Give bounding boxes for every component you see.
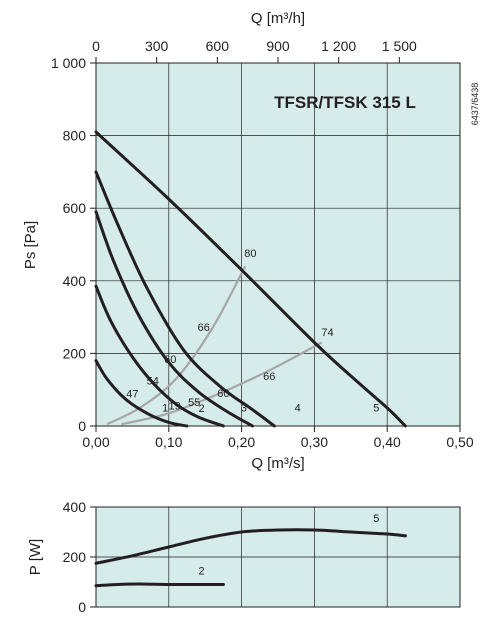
y-tick-label: 600	[63, 200, 87, 216]
x-tick-label: 0,10	[155, 434, 182, 450]
power-curve-5	[94, 528, 407, 565]
curve-annotation: 80	[244, 248, 256, 260]
pressure-grid	[96, 63, 460, 426]
y-tick-label: 200	[63, 345, 87, 361]
x-tick-label: 0,00	[82, 434, 109, 450]
power-y-tick-label: 0	[78, 599, 86, 615]
power-curve-annotation: 2	[198, 566, 204, 578]
pressure-curve-4	[94, 170, 276, 428]
curve-annotation: 60	[164, 354, 176, 366]
top-tick-label: 600	[206, 38, 230, 54]
chart-title: TFSR/TFSK 315 L	[274, 93, 416, 112]
curve-annotation: 4	[295, 402, 301, 414]
pressure-plot-area	[96, 63, 460, 426]
x-tick-label: 0,30	[301, 434, 328, 450]
x-tick-label: 0,50	[446, 434, 473, 450]
curve-annotation: 74	[321, 327, 333, 339]
top-tick-label: 900	[266, 38, 290, 54]
pressure-curve-2	[94, 284, 225, 428]
curve-annotation: 66	[198, 322, 210, 334]
power-ticks: 0 200 400	[63, 499, 96, 615]
pressure-curves	[94, 130, 407, 428]
efficiency-line	[106, 265, 247, 426]
power-curve-annotation: 5	[373, 513, 379, 525]
top-axis-label: Q [m³/h]	[251, 10, 305, 27]
curve-annotation: 60	[217, 388, 229, 400]
power-grid	[96, 507, 460, 607]
x-tick-label: 0,20	[228, 434, 255, 450]
pressure-curve-5	[94, 130, 407, 428]
y-tick-label: 800	[63, 128, 87, 144]
pressure-curve-1	[94, 359, 189, 428]
x-axis-label: Q [m³/s]	[251, 455, 304, 472]
y-tick-label: 1 000	[51, 55, 86, 71]
y-tick-label: 400	[63, 273, 87, 289]
curve-annotation: 66	[263, 371, 275, 383]
power-curve-2	[94, 582, 225, 588]
power-y-tick-label: 200	[63, 549, 87, 565]
curve-annotation: 5	[373, 402, 379, 414]
curve-annotation: 47	[126, 389, 138, 401]
chart-code: 6437/6438	[470, 83, 480, 126]
y-axis-label: Ps [Pa]	[22, 221, 39, 269]
curve-annotation: 3	[241, 402, 247, 414]
pressure-annotations: 80 74 66 66 60 60 54 55 47 1 2 3 4 5 19	[126, 248, 379, 415]
top-tick-label: 300	[145, 38, 169, 54]
y-tick-label: 0	[78, 418, 86, 434]
curve-annotation: 55	[188, 397, 200, 409]
power-y-tick-label: 400	[63, 499, 87, 515]
top-tick-label: 0	[92, 38, 100, 54]
curve-annotation: 54	[147, 375, 159, 387]
curve-annotation: 2	[198, 403, 204, 415]
curve-annotation: 19	[168, 401, 180, 413]
top-tick-label: 1 500	[382, 38, 417, 54]
curve-annotation: 1	[162, 402, 168, 414]
power-y-axis-label: P [W]	[27, 539, 44, 575]
power-annotations: 52	[198, 513, 379, 578]
x-tick-label: 0,40	[374, 434, 401, 450]
pressure-curve-3	[94, 210, 254, 428]
power-curves	[94, 528, 407, 588]
top-tick-label: 1 200	[321, 38, 356, 54]
